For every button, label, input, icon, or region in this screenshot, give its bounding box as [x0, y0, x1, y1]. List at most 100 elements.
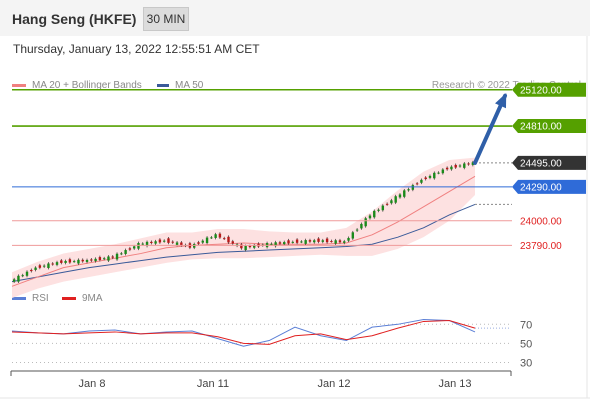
- candle-body: [338, 240, 342, 243]
- candle-body: [390, 200, 393, 204]
- legend-9ma-label: 9MA: [82, 293, 103, 304]
- candle-body: [330, 241, 333, 243]
- candle-body: [98, 257, 102, 260]
- candle-body: [325, 238, 329, 243]
- level-tag-24495.00: [512, 155, 586, 170]
- ma50-swatch: [157, 83, 169, 87]
- rsi-tick-label: 70: [520, 319, 532, 331]
- candle-body: [145, 241, 149, 246]
- candle-body: [308, 240, 312, 242]
- candle-body: [424, 177, 427, 180]
- legend-ma50-label: MA 50: [175, 80, 204, 91]
- candle-body: [47, 263, 50, 268]
- candle-body: [210, 237, 213, 239]
- candle-body: [248, 245, 252, 248]
- candle-body: [30, 269, 33, 272]
- time-tick-label: Jan 11: [197, 378, 229, 390]
- time-tick-label: Jan 8: [79, 378, 106, 390]
- rsi-tick-label: 30: [520, 357, 532, 369]
- chart-header: Hang Seng (HKFE) 30 MIN: [0, 0, 590, 36]
- candle-body: [90, 259, 93, 261]
- candle-body: [287, 240, 290, 244]
- candle-body: [167, 238, 170, 243]
- legend-rsi-label: RSI: [32, 293, 49, 304]
- legend-ma50: MA 50: [157, 80, 203, 91]
- candle-body: [94, 258, 97, 262]
- candle-body: [420, 179, 423, 183]
- candle-body: [253, 245, 256, 248]
- candle-body: [102, 258, 106, 260]
- level-label: 23790.00: [520, 241, 562, 252]
- legend-ma20-label: MA 20 + Bollinger Bands: [32, 80, 142, 91]
- projection-arrow-shaft: [473, 93, 507, 165]
- candle-body: [175, 242, 179, 245]
- candle-body: [304, 240, 307, 244]
- candle-body: [274, 242, 277, 247]
- rsi-series-9ma: [11, 319, 476, 345]
- candle-body: [162, 240, 166, 242]
- candle-body: [107, 256, 110, 261]
- candle-body: [17, 275, 20, 282]
- candle-body: [385, 203, 389, 205]
- candle-body: [141, 243, 144, 245]
- legend-rsi: RSI: [12, 293, 49, 304]
- candle-body: [244, 245, 247, 251]
- level-tag-25120.00: [512, 82, 586, 97]
- candle-body: [364, 218, 367, 227]
- interval-button[interactable]: 30 MIN: [143, 7, 189, 31]
- candle-body: [278, 242, 282, 244]
- projection-arrow-head: [495, 93, 507, 109]
- candle-body: [407, 189, 410, 191]
- candle-body: [403, 190, 406, 197]
- candle-body: [454, 164, 457, 168]
- candle-body: [373, 210, 376, 218]
- candle-body: [218, 233, 222, 238]
- candle-body: [467, 163, 470, 165]
- ma20-line: [11, 175, 476, 287]
- candle-body: [428, 175, 432, 178]
- candle-body: [55, 262, 59, 265]
- candle-body: [223, 238, 226, 240]
- level-label: 24495.00: [520, 158, 562, 169]
- rsi-panel: 70 50 30: [11, 319, 532, 369]
- candle-body: [60, 260, 63, 263]
- candle-body: [360, 223, 363, 229]
- candle-body: [12, 279, 16, 282]
- candle-body: [128, 248, 132, 250]
- candle-body: [180, 242, 183, 246]
- candle-body: [214, 234, 217, 238]
- ma20-swatch: [12, 83, 26, 87]
- legend-9ma: 9MA: [62, 293, 103, 304]
- candle-body: [270, 243, 273, 245]
- time-tick-label: Jan 12: [317, 378, 350, 390]
- candle-body: [68, 259, 72, 263]
- candle-body: [343, 241, 346, 243]
- candle-body: [51, 263, 54, 265]
- candle-body: [150, 241, 153, 244]
- candle-body: [158, 239, 162, 243]
- candle-body: [240, 244, 243, 249]
- ma9-swatch: [62, 296, 76, 300]
- candle-body: [355, 229, 359, 231]
- candle-body: [291, 241, 295, 243]
- candle-body: [463, 163, 466, 168]
- candle-body: [347, 237, 350, 241]
- candle-body: [64, 260, 67, 263]
- rsi-tick-label: 50: [520, 338, 532, 350]
- candle-body: [197, 242, 200, 244]
- price-level-tags: 25120.00 24810.00 24495.00 24290.00 24000.00…: [12, 82, 586, 252]
- timestamp: Thursday, January 13, 2022 12:55:51 AM C…: [13, 42, 260, 56]
- candle-body: [317, 238, 320, 242]
- candle-body: [227, 236, 230, 243]
- candle-body: [441, 169, 445, 174]
- candle-body: [81, 259, 84, 262]
- copyright-notice: Research © 2022 Trading Central: [431, 80, 581, 91]
- candle-body: [171, 241, 174, 243]
- candle-body: [445, 167, 449, 170]
- candle-body: [450, 166, 453, 170]
- candle-body: [154, 241, 157, 244]
- candle-body: [295, 239, 299, 243]
- candle-body: [300, 241, 303, 243]
- ma50-line: [11, 203, 476, 283]
